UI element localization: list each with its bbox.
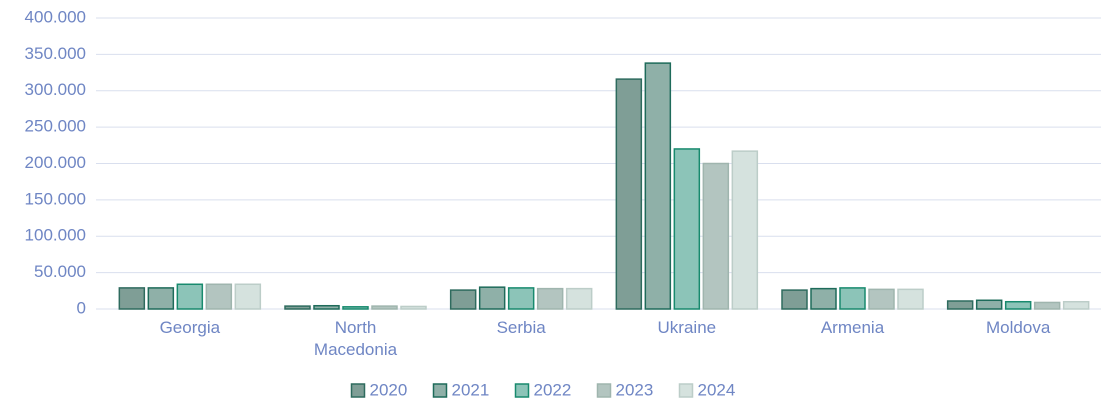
bar [400, 305, 427, 310]
bar [868, 288, 895, 310]
legend-label: 2022 [534, 380, 572, 399]
bar [449, 289, 477, 310]
bar [284, 305, 311, 310]
bar [176, 283, 204, 310]
bar [644, 62, 672, 310]
y-tick-label: 300.000 [25, 80, 86, 99]
bar [1062, 300, 1090, 310]
y-tick-label: 250.000 [25, 117, 86, 136]
bar [147, 287, 175, 310]
x-tick-label: Armenia [820, 318, 885, 337]
bar [478, 286, 506, 310]
legend-label: 2020 [370, 380, 408, 399]
bar [536, 287, 564, 310]
bar [839, 287, 866, 310]
x-tick-label: Moldova [986, 318, 1051, 337]
bar [118, 287, 146, 310]
y-tick-label: 50.000 [34, 262, 86, 281]
bar [615, 78, 643, 310]
y-tick-label: 350.000 [25, 44, 86, 63]
y-tick-label: 400.000 [25, 7, 86, 26]
legend-label: 2021 [452, 380, 490, 399]
bar [702, 162, 730, 310]
legend-label: 2023 [616, 380, 654, 399]
x-tick-label: Serbia [496, 318, 546, 337]
bar [205, 283, 233, 310]
bar [234, 283, 262, 310]
legend-swatch [596, 383, 612, 398]
bar [342, 306, 369, 310]
bar [731, 150, 759, 310]
x-tick-label: North Macedonia [313, 318, 398, 359]
y-tick-label: 0 [77, 298, 86, 317]
bar [946, 300, 974, 310]
bar [781, 289, 808, 310]
bar [897, 288, 924, 310]
legend-swatch [678, 383, 694, 398]
bar [371, 305, 398, 310]
bar [507, 287, 535, 310]
legend-label: 2024 [698, 380, 736, 399]
bar [1033, 301, 1061, 310]
bar [565, 287, 593, 310]
legend-swatch [432, 383, 448, 398]
y-tick-label: 200.000 [25, 153, 86, 172]
bar [1004, 300, 1032, 310]
x-tick-label: Ukraine [657, 318, 717, 337]
y-tick-label: 100.000 [25, 226, 86, 245]
bar [673, 148, 701, 310]
bar [313, 304, 340, 310]
y-tick-label: 150.000 [25, 189, 86, 208]
x-tick-label: Georgia [159, 318, 221, 337]
bar [810, 287, 837, 310]
bar [975, 299, 1003, 310]
legend-swatch [514, 383, 530, 398]
legend-swatch [350, 383, 366, 398]
